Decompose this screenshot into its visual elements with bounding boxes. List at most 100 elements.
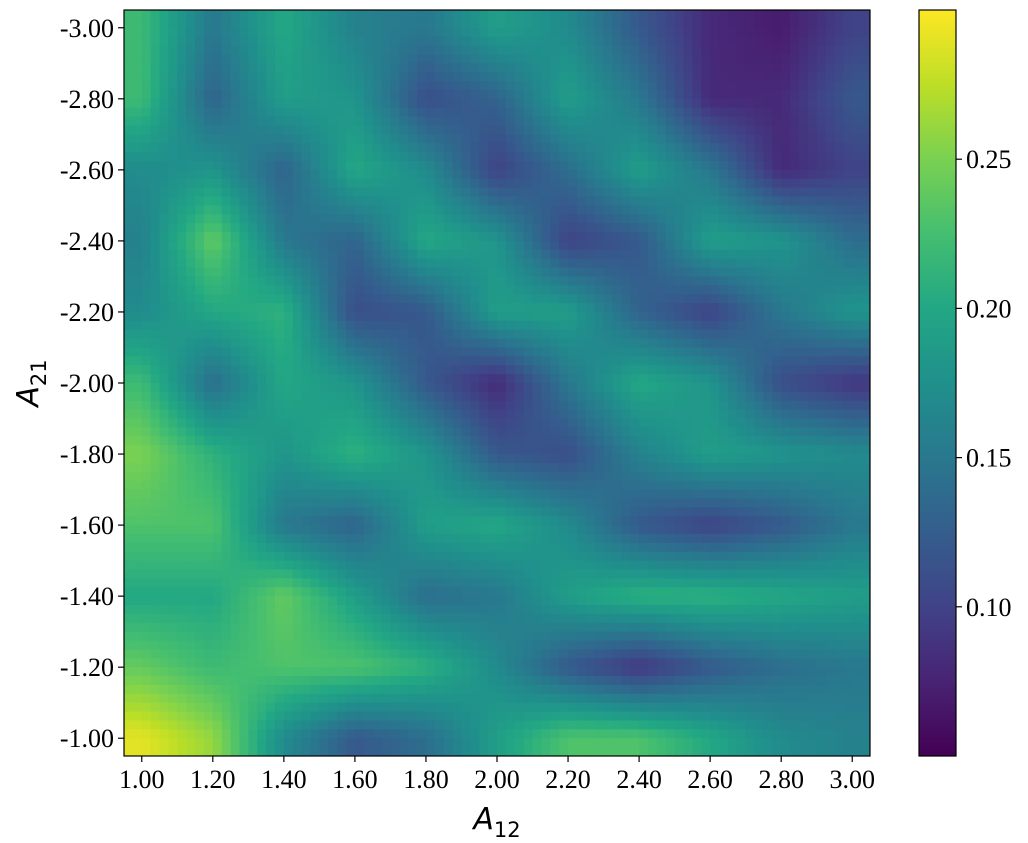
heatmap-cell xyxy=(852,196,862,206)
heatmap-cell xyxy=(461,116,471,127)
heatmap-cell xyxy=(559,276,569,286)
heatmap-cell xyxy=(301,347,312,357)
heatmap-cell xyxy=(727,63,738,73)
heatmap-cell xyxy=(825,152,836,162)
heatmap-cell xyxy=(381,10,392,20)
heatmap-cell xyxy=(816,27,827,38)
heatmap-cell xyxy=(461,320,471,331)
heatmap-cell xyxy=(274,98,285,109)
heatmap-cell xyxy=(186,471,196,482)
heatmap-cell xyxy=(656,160,667,171)
heatmap-cell xyxy=(701,107,711,118)
heatmap-cell xyxy=(212,391,223,402)
heatmap-cell xyxy=(576,81,587,91)
heatmap-cell xyxy=(363,267,374,278)
heatmap-cell xyxy=(861,214,870,224)
heatmap-cell xyxy=(150,72,161,82)
heatmap-cell xyxy=(328,10,338,20)
heatmap-cell xyxy=(274,54,285,64)
heatmap-cell xyxy=(399,267,409,278)
heatmap-cell xyxy=(736,311,747,322)
heatmap-cell xyxy=(656,454,667,464)
heatmap-cell xyxy=(585,294,596,304)
heatmap-cell xyxy=(354,125,365,135)
heatmap-cell xyxy=(568,187,578,198)
heatmap-cell xyxy=(559,214,569,224)
heatmap-cell xyxy=(861,294,870,304)
heatmap-cell xyxy=(523,143,534,153)
heatmap-cell xyxy=(798,418,809,428)
heatmap-cell xyxy=(488,383,498,393)
heatmap-cell xyxy=(861,187,870,198)
heatmap-cell xyxy=(736,72,747,82)
heatmap-cell xyxy=(417,18,427,29)
heatmap-cell xyxy=(612,18,622,29)
heatmap-cell xyxy=(417,107,427,118)
heatmap-cell xyxy=(346,98,356,109)
heatmap-cell xyxy=(283,516,294,526)
heatmap-cell xyxy=(843,134,853,144)
heatmap-cell xyxy=(745,72,756,82)
heatmap-cell xyxy=(141,205,152,215)
heatmap-cell xyxy=(248,391,258,402)
heatmap-cell xyxy=(301,400,312,411)
heatmap-cell xyxy=(443,134,454,144)
heatmap-cell xyxy=(381,454,392,464)
heatmap-cell xyxy=(781,383,791,393)
heatmap-cell xyxy=(230,516,241,526)
heatmap-cell xyxy=(523,116,534,127)
heatmap-cell xyxy=(621,72,631,82)
heatmap-cell xyxy=(452,81,463,91)
heatmap-cell xyxy=(230,462,241,473)
heatmap-cell xyxy=(754,169,765,180)
heatmap-cell xyxy=(585,89,596,100)
heatmap-cell xyxy=(852,214,862,224)
heatmap-cell xyxy=(124,45,134,55)
heatmap-cell xyxy=(328,143,338,153)
heatmap-cell xyxy=(825,294,836,304)
heatmap-cell xyxy=(301,436,312,446)
heatmap-cell xyxy=(647,294,658,304)
heatmap-cell xyxy=(203,187,214,198)
heatmap-cell xyxy=(292,311,303,322)
heatmap-cell xyxy=(843,427,853,437)
heatmap-cell xyxy=(141,409,152,420)
heatmap-cell xyxy=(576,125,587,135)
heatmap-cell xyxy=(790,107,800,118)
heatmap-cell xyxy=(168,498,178,508)
heatmap-cell xyxy=(568,240,578,251)
heatmap-cell xyxy=(168,89,178,100)
heatmap-cell xyxy=(834,276,844,286)
heatmap-cell xyxy=(594,125,605,135)
heatmap-cell xyxy=(576,445,587,455)
heatmap-cell xyxy=(807,258,818,269)
heatmap-cell xyxy=(674,516,685,526)
heatmap-cell xyxy=(683,125,693,135)
heatmap-cell xyxy=(701,329,711,340)
heatmap-cell xyxy=(505,107,516,118)
heatmap-cell xyxy=(816,98,827,109)
heatmap-cell xyxy=(301,365,312,375)
heatmap-cell xyxy=(319,445,329,455)
heatmap-cell xyxy=(701,232,711,242)
heatmap-cell xyxy=(834,45,844,55)
heatmap-cell xyxy=(159,471,169,482)
heatmap-cell xyxy=(674,249,685,260)
heatmap-cell xyxy=(576,365,587,375)
heatmap-cell xyxy=(523,418,534,428)
heatmap-cell xyxy=(523,374,534,384)
heatmap-cell xyxy=(150,303,161,313)
heatmap-cell xyxy=(452,462,463,473)
heatmap-cell xyxy=(452,480,463,491)
heatmap-cell xyxy=(710,338,720,349)
heatmap-cell xyxy=(603,445,614,455)
heatmap-cell xyxy=(443,462,454,473)
heatmap-cell xyxy=(781,311,791,322)
heatmap-cell xyxy=(443,427,454,437)
heatmap-cell xyxy=(292,81,303,91)
heatmap-cell xyxy=(497,143,507,153)
heatmap-cell xyxy=(212,214,223,224)
heatmap-cell xyxy=(772,249,782,260)
heatmap-cell xyxy=(346,507,356,517)
heatmap-cell xyxy=(363,196,374,206)
